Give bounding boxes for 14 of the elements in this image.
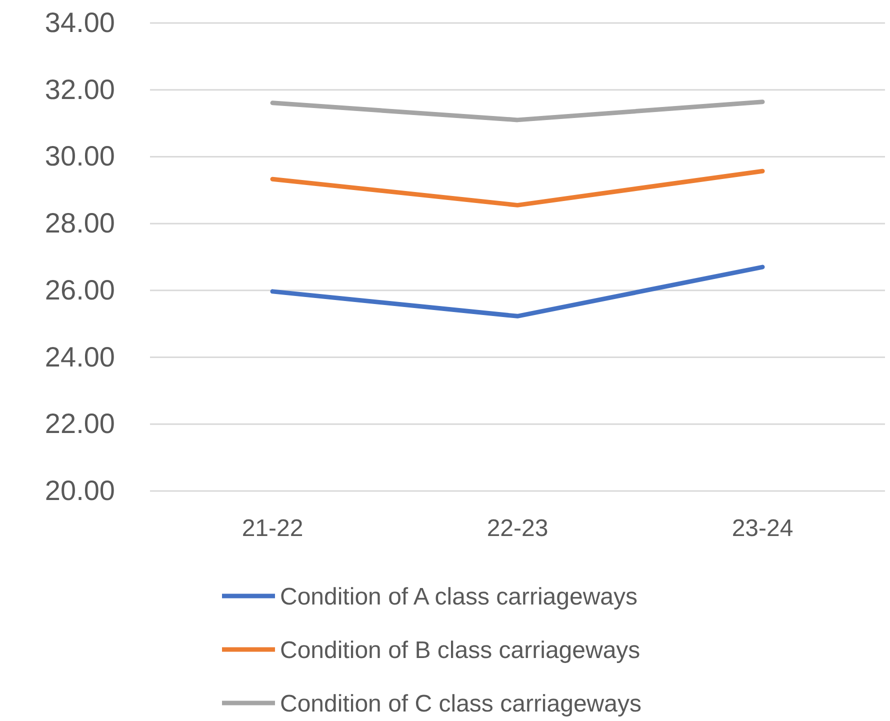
y-tick-label: 32.00 <box>44 74 115 105</box>
y-tick-label: 24.00 <box>44 341 115 372</box>
y-tick-label: 28.00 <box>44 208 115 239</box>
x-tick-label: 23-24 <box>732 515 794 542</box>
y-tick-label: 20.00 <box>44 474 115 506</box>
y-tick-label: 30.00 <box>44 140 115 172</box>
legend-label: Condition of B class carriageways <box>280 636 640 664</box>
y-tick-label: 34.00 <box>44 6 115 38</box>
legend-label: Condition of A class carriageways <box>280 583 638 610</box>
x-tick-label: 22-23 <box>486 515 548 542</box>
y-tick-label: 26.00 <box>44 274 115 306</box>
y-tick-label: 22.00 <box>44 408 115 440</box>
legend-label: Condition of C class carriageways <box>280 690 642 718</box>
x-tick-label: 21-22 <box>242 515 304 542</box>
